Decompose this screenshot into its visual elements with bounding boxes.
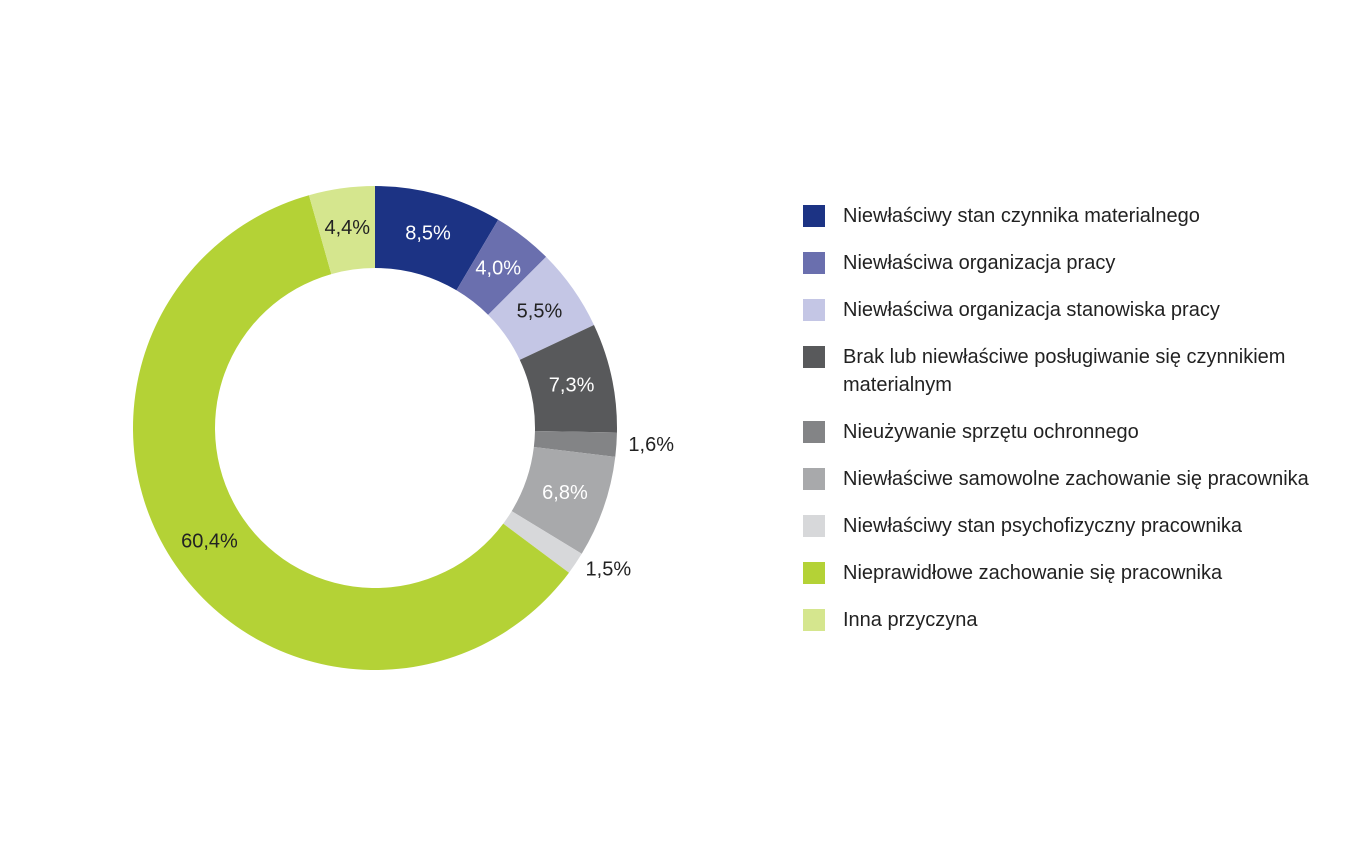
legend-swatch: [803, 421, 825, 443]
data-label: 7,3%: [549, 374, 595, 396]
legend-swatch: [803, 346, 825, 368]
legend-item: Niewłaściwa organizacja pracy: [803, 249, 1313, 277]
donut-segment: [533, 431, 617, 457]
donut-segment: [488, 256, 594, 360]
legend-item: Nieużywanie sprzętu ochronnego: [803, 418, 1313, 446]
legend-swatch: [803, 515, 825, 537]
data-label: 1,6%: [628, 434, 674, 456]
legend-label: Brak lub niewłaściwe posługiwanie się cz…: [843, 346, 1286, 396]
legend-swatch: [803, 609, 825, 631]
legend-item: Niewłaściwy stan czynnika materialnego: [803, 202, 1313, 230]
data-label: 1,5%: [586, 558, 632, 580]
legend-label: Niewłaściwa organizacja pracy: [843, 252, 1116, 274]
donut-segment: [132, 195, 569, 671]
data-label: 4,4%: [325, 217, 371, 239]
legend-label: Niewłaściwe samowolne zachowanie się pra…: [843, 468, 1309, 490]
donut-segment: [308, 186, 375, 275]
legend-swatch: [803, 299, 825, 321]
legend-item: Brak lub niewłaściwe posługiwanie się cz…: [803, 343, 1313, 399]
legend-swatch: [803, 205, 825, 227]
legend-label: Nieużywanie sprzętu ochronnego: [843, 421, 1139, 443]
data-label: 8,5%: [405, 222, 451, 244]
legend-label: Inna przyczyna: [843, 609, 978, 631]
legend-swatch: [803, 562, 825, 584]
donut-segment: [511, 447, 616, 554]
donut-segment: [456, 219, 547, 315]
legend-swatch: [803, 468, 825, 490]
legend-label: Niewłaściwa organizacja stanowiska pracy: [843, 299, 1220, 321]
legend-item: Niewłaściwe samowolne zachowanie się pra…: [803, 465, 1313, 493]
legend-label: Niewłaściwy stan psychofizyczny pracowni…: [843, 515, 1243, 537]
legend: Niewłaściwy stan czynnika materialnego Ni…: [803, 202, 1313, 634]
data-label: 60,4%: [181, 530, 238, 552]
legend-item: Nieprawidłowe zachowanie się pracownika: [803, 559, 1313, 587]
legend-item: Inna przyczyna: [803, 606, 1313, 634]
donut-segment: [375, 186, 499, 291]
donut-segment: [503, 511, 582, 573]
legend-item: Niewłaściwy stan psychofizyczny pracowni…: [803, 512, 1313, 540]
legend-label: Niewłaściwy stan czynnika materialnego: [843, 205, 1200, 227]
legend-label: Nieprawidłowe zachowanie się pracownika: [843, 562, 1223, 584]
donut-segment: [519, 324, 617, 433]
legend-swatch: [803, 252, 825, 274]
legend-item: Niewłaściwa organizacja stanowiska pracy: [803, 296, 1313, 324]
data-label: 4,0%: [475, 257, 521, 279]
data-label: 5,5%: [517, 301, 563, 323]
data-label: 6,8%: [542, 482, 588, 504]
